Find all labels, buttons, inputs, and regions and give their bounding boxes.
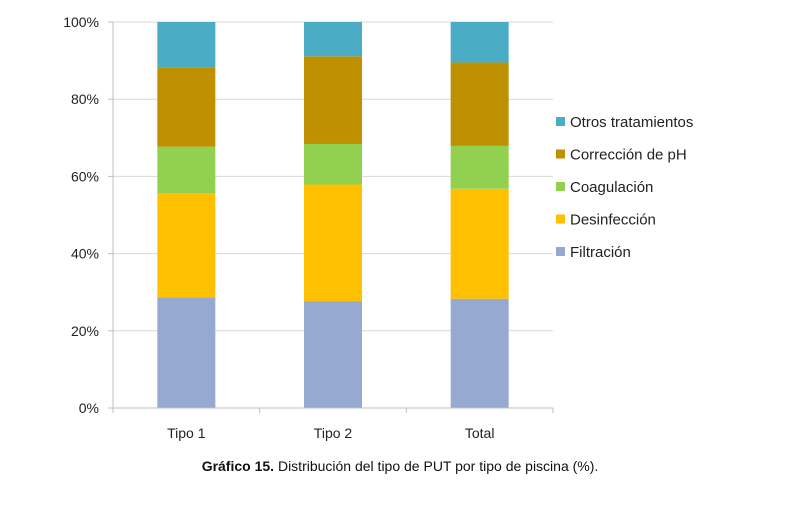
legend-label: Filtración	[570, 244, 631, 261]
x-axis-tick-labels: Tipo 1 Tipo 2 Total	[167, 425, 494, 441]
bar-segment	[304, 184, 362, 302]
legend-label: Desinfección	[570, 212, 656, 229]
y-tick-label: 0%	[79, 400, 99, 416]
bars	[157, 22, 509, 408]
bar-segment	[304, 22, 362, 57]
bar-segment	[450, 145, 509, 189]
legend-label: Coagulación	[570, 179, 653, 196]
y-tick-label: 40%	[71, 246, 99, 262]
x-tick-label: Tipo 2	[314, 425, 353, 441]
bar-segment	[157, 146, 216, 194]
bar-segment	[157, 67, 216, 147]
legend-label: Otros tratamientos	[570, 114, 693, 131]
y-tick-label: 20%	[71, 323, 99, 339]
caption-label: Gráfico 15.	[201, 458, 275, 474]
legend: Otros tratamientos Corrección de pH Coagul…	[556, 114, 693, 261]
bar-segment	[304, 143, 362, 185]
bar-segment	[157, 22, 216, 68]
bar-segment	[450, 22, 509, 63]
y-axis-tick-labels: 0% 20% 40% 60% 80% 100%	[63, 14, 99, 416]
bar-segment	[304, 56, 362, 144]
x-tick-label: Total	[465, 425, 495, 441]
axes	[108, 21, 554, 413]
legend-swatch	[556, 247, 565, 256]
bar-segment	[304, 301, 362, 408]
y-tick-label: 100%	[63, 14, 99, 30]
bar-segment	[157, 297, 216, 408]
legend-label: Corrección de pH	[570, 147, 687, 164]
y-tick-label: 60%	[71, 168, 99, 184]
legend-swatch	[556, 214, 565, 224]
chart-caption: Gráfico 15. Distribución del tipo de PUT…	[0, 458, 800, 474]
legend-swatch	[556, 182, 565, 191]
legend-swatch	[556, 149, 565, 159]
y-tick-label: 80%	[71, 91, 99, 107]
legend-swatch	[556, 117, 565, 126]
x-tick-label: Tipo 1	[167, 425, 206, 441]
bar-segment	[450, 298, 509, 408]
bar-segment	[450, 188, 509, 299]
bar-segment	[450, 62, 509, 146]
caption-text: Distribución del tipo de PUT por tipo de…	[274, 458, 599, 474]
stacked-bar-chart: 0% 20% 40% 60% 80% 100% Tipo 1 Tipo 2 Total Otr…	[63, 14, 693, 441]
bar-segment	[157, 193, 216, 298]
